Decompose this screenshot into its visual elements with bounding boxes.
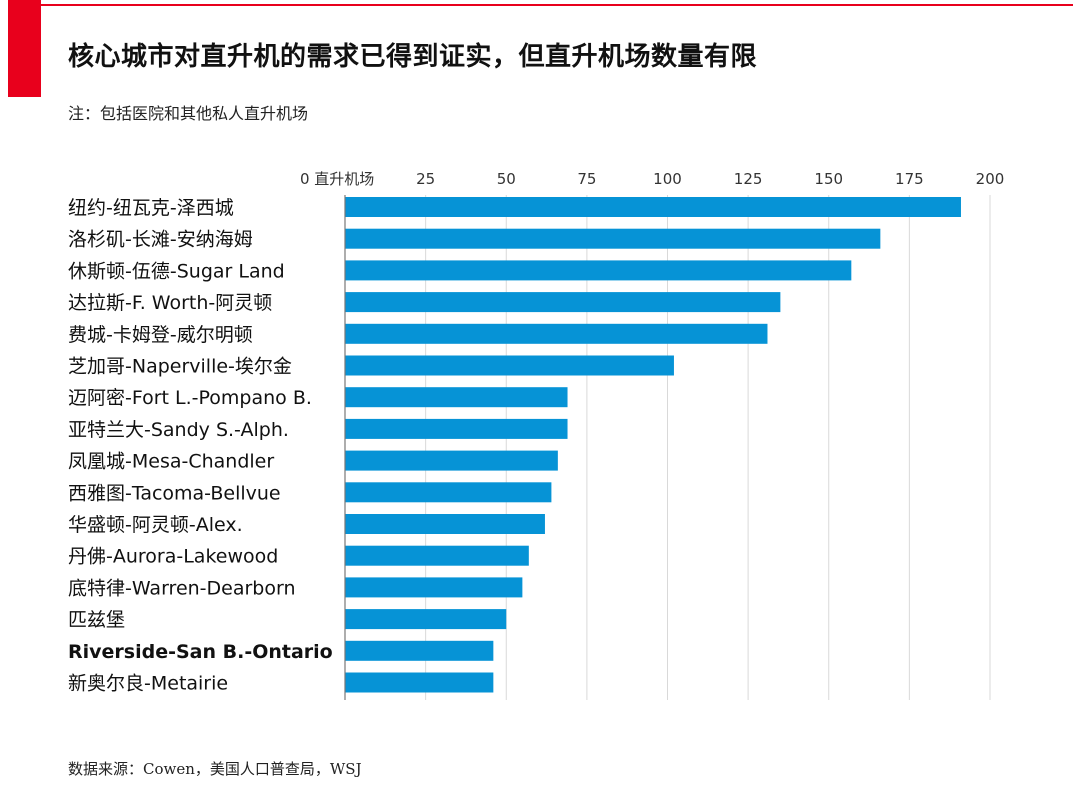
x-tick-label-50: 50 [497, 170, 516, 188]
category-label-1: 洛杉矶-长滩-安纳海姆 [68, 229, 253, 251]
bar-7 [345, 418, 568, 439]
bar-4 [345, 323, 768, 344]
bar-13 [345, 609, 507, 630]
bar-chart-svg: 0 直升机场 25 50 75 100 125 150 175 200 纽约-纽瓦克-泽西城洛杉矶… [68, 170, 1005, 700]
category-label-5: 芝加哥-Naperville-埃尔金 [68, 356, 292, 378]
accent-block [8, 0, 41, 97]
x-tick-label-0: 0 直升机场 [300, 170, 374, 188]
bar-8 [345, 450, 558, 471]
bar-5 [345, 355, 674, 376]
category-label-10: 华盛顿-阿灵顿-Alex. [68, 514, 243, 536]
bar-0 [345, 197, 961, 217]
chart-note: 注：包括医院和其他私人直升机场 [68, 104, 309, 123]
top-rule [41, 4, 1073, 6]
category-label-0: 纽约-纽瓦克-泽西城 [68, 197, 234, 219]
bar-10 [345, 514, 545, 534]
category-label-4: 费城-卡姆登-威尔明顿 [68, 324, 253, 346]
category-label-11: 丹佛-Aurora-Lakewood [68, 546, 278, 568]
x-tick-label-200: 200 [976, 170, 1005, 188]
bar-1 [345, 228, 881, 249]
x-tick-label-100: 100 [653, 170, 682, 188]
bar-3 [345, 292, 781, 313]
bar-9 [345, 482, 552, 503]
bar-11 [345, 545, 529, 566]
bar-12 [345, 577, 523, 598]
x-tick-label-125: 125 [734, 170, 763, 188]
bar-15 [345, 672, 494, 693]
bar-2 [345, 260, 852, 281]
category-label-14: Riverside-San B.-Ontario [68, 641, 333, 663]
category-label-3: 达拉斯-F. Worth-阿灵顿 [68, 292, 272, 314]
bar-6 [345, 387, 568, 408]
category-label-9: 西雅图-Tacoma-Bellvue [68, 482, 281, 504]
page-title: 核心城市对直升机的需求已得到证实，但直升机场数量有限 [68, 42, 758, 72]
category-label-6: 迈阿密-Fort L.-Pompano B. [68, 387, 312, 409]
category-label-15: 新奥尔良-Metairie [68, 673, 228, 695]
bar-14 [345, 640, 494, 661]
category-label-7: 亚特兰大-Sandy S.-Alph. [68, 419, 289, 441]
category-label-13: 匹兹堡 [68, 609, 125, 631]
category-label-2: 休斯顿-伍德-Sugar Land [68, 260, 285, 282]
x-tick-label-25: 25 [416, 170, 435, 188]
x-tick-label-75: 75 [577, 170, 596, 188]
category-label-8: 凤凰城-Mesa-Chandler [68, 451, 274, 473]
source-note: 数据来源：Cowen，美国人口普查局，WSJ [68, 760, 362, 778]
category-label-12: 底特律-Warren-Dearborn [68, 577, 296, 599]
x-tick-label-175: 175 [895, 170, 924, 188]
bar-chart: 0 直升机场 25 50 75 100 125 150 175 200 纽约-纽瓦克-泽西城 洛杉矶… [0, 150, 1080, 710]
x-tick-label-150: 150 [814, 170, 843, 188]
